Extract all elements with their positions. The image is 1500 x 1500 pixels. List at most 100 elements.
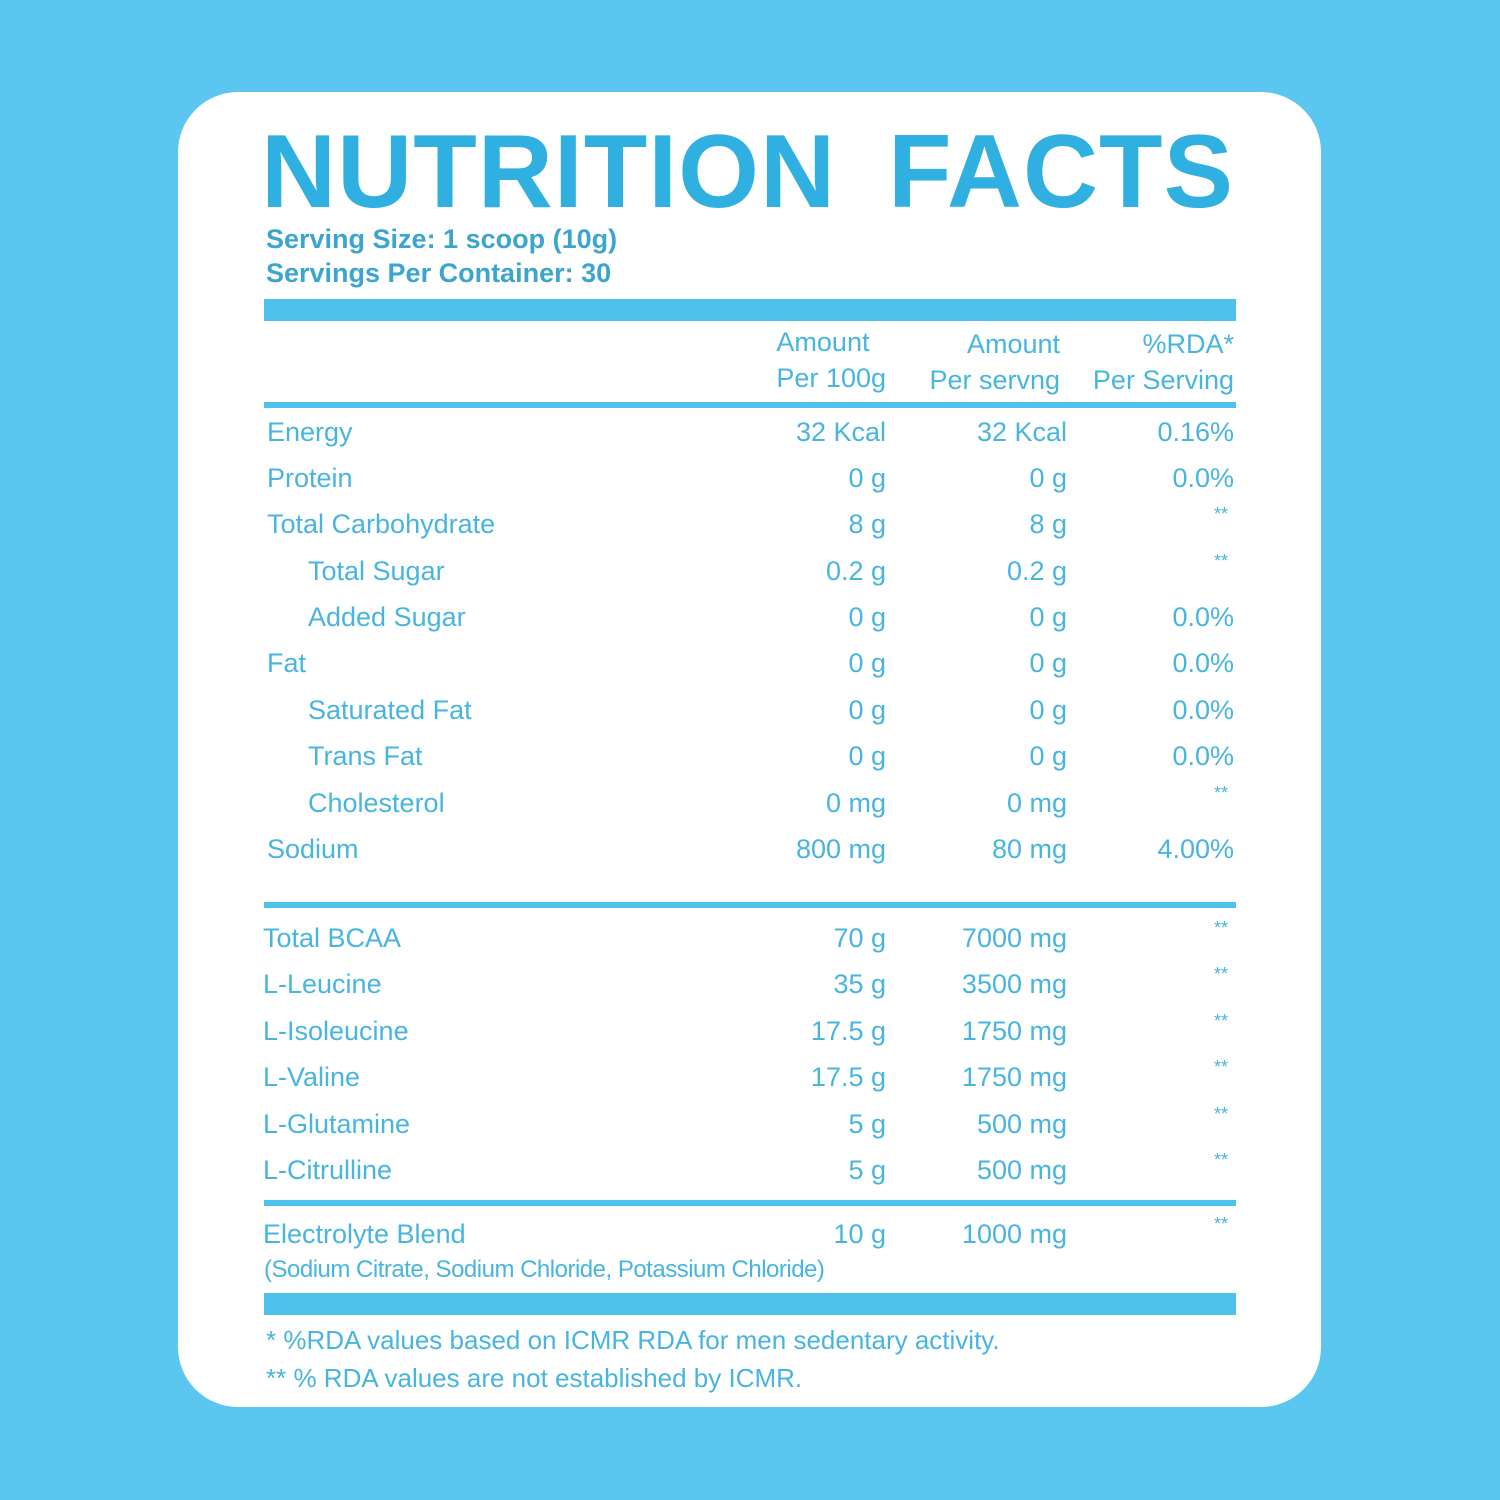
nutrient-row-fat: Fat 0 g 0 g 0.0% <box>264 641 1236 685</box>
amount-per-100g: 0 g <box>848 741 886 771</box>
header-rda-line1: %RDA* <box>1142 329 1234 359</box>
amount-per-100g: 70 g <box>833 923 886 953</box>
rda-value: ** <box>1213 1150 1228 1170</box>
amount-per-100g: 0 mg <box>825 788 886 818</box>
amino-label: L-Glutamine <box>263 1109 411 1139</box>
rda-value: ** <box>1213 1104 1228 1124</box>
amino-row-total-bcaa: Total BCAA 70 g 7000 mg ** <box>263 916 1236 960</box>
amino-row-l-glutamine: L-Glutamine 5 g 500 mg ** <box>263 1102 1236 1146</box>
amount-per-100g: 17.5 g <box>810 1062 886 1092</box>
rda-value: ** <box>1213 1057 1228 1077</box>
divider-footer <box>264 1293 1236 1315</box>
rda-value: ** <box>1213 783 1228 803</box>
rda-value: 0.0% <box>1172 602 1234 632</box>
nutrient-row-protein: Protein 0 g 0 g 0.0% <box>264 456 1236 500</box>
header-per-serving-line2: Per servng <box>929 365 1060 395</box>
nutrition-facts-panel: NUTRITION FACTS Serving Size: 1 scoop (1… <box>178 92 1321 1407</box>
nutrient-row-sodium: Sodium 800 mg 80 mg 4.00% <box>264 827 1236 871</box>
nutrient-label: Cholesterol <box>308 788 445 818</box>
amount-per-serving: 0 g <box>1029 463 1067 493</box>
rda-value: 0.0% <box>1172 463 1234 493</box>
nutrient-label: Fat <box>267 648 307 678</box>
panel-title: NUTRITION FACTS <box>261 114 1234 230</box>
footnote-rda: * %RDA values based on ICMR RDA for men … <box>266 1325 1000 1355</box>
rda-value: 4.00% <box>1157 834 1234 864</box>
amount-per-100g: 0 g <box>848 602 886 632</box>
rda-value: ** <box>1213 1011 1228 1031</box>
amount-per-serving: 0 g <box>1029 648 1067 678</box>
serving-size: Serving Size: 1 scoop (10g) <box>266 224 618 254</box>
header-per-serving: Amount Per servng <box>929 326 1060 398</box>
header-rda-line2: Per Serving <box>1092 365 1234 395</box>
header-per-serving-line1: Amount <box>966 329 1060 359</box>
electrolyte-row: Electrolyte Blend 10 g 1000 mg ** <box>263 1212 1236 1256</box>
amino-label: L-Citrulline <box>263 1155 393 1185</box>
nutrient-label: Sodium <box>267 834 359 864</box>
electrolyte-label: Electrolyte Blend <box>263 1219 466 1249</box>
amino-row-l-citrulline: L-Citrulline 5 g 500 mg ** <box>263 1148 1236 1192</box>
divider-amino <box>264 902 1236 908</box>
nutrient-row-total-sugar: Total Sugar 0.2 g 0.2 g ** <box>264 549 1236 593</box>
header-rda: %RDA* Per Serving <box>1093 326 1234 398</box>
amino-label: Total BCAA <box>263 923 402 953</box>
amount-per-100g: 0 g <box>848 648 886 678</box>
rda-value: ** <box>1213 964 1228 984</box>
rda-value: 0.0% <box>1172 741 1234 771</box>
amino-row-l-isoleucine: L-Isoleucine 17.5 g 1750 mg ** <box>263 1009 1236 1053</box>
nutrient-row-total-carbohydrate: Total Carbohydrate 8 g 8 g ** <box>264 502 1236 546</box>
nutrient-label: Protein <box>267 463 353 493</box>
amount-per-serving: 0 g <box>1029 695 1067 725</box>
amount-per-serving: 0 g <box>1029 741 1067 771</box>
amount-per-serving: 0.2 g <box>1006 556 1067 586</box>
amount-per-serving: 80 mg <box>991 834 1067 864</box>
nutrient-label: Trans Fat <box>308 741 423 771</box>
footnote-not-established: ** % RDA values are not established by I… <box>266 1363 803 1393</box>
rda-value: 0.0% <box>1172 695 1234 725</box>
amount-per-100g: 17.5 g <box>810 1016 886 1046</box>
amount-per-serving: 0 g <box>1029 602 1067 632</box>
nutrient-label: Energy <box>267 417 353 447</box>
amino-row-l-leucine: L-Leucine 35 g 3500 mg ** <box>263 962 1236 1006</box>
amount-per-100g: 5 g <box>848 1109 886 1139</box>
amino-row-l-valine: L-Valine 17.5 g 1750 mg ** <box>263 1055 1236 1099</box>
amount-per-serving: 32 Kcal <box>976 417 1067 447</box>
rda-value: ** <box>1213 1214 1228 1234</box>
amino-label: L-Isoleucine <box>263 1016 409 1046</box>
amount-per-serving: 1000 mg <box>961 1219 1067 1249</box>
rda-value: ** <box>1213 551 1228 571</box>
amount-per-serving: 8 g <box>1029 509 1067 539</box>
header-per-100g-line1: Amount <box>776 327 870 357</box>
amount-per-serving: 1750 mg <box>961 1062 1067 1092</box>
amount-per-serving: 1750 mg <box>961 1016 1067 1046</box>
amount-per-100g: 5 g <box>848 1155 886 1185</box>
amount-per-100g: 35 g <box>833 969 886 999</box>
rda-value: 0.0% <box>1172 648 1234 678</box>
nutrient-label: Added Sugar <box>308 602 466 632</box>
divider-electrolyte <box>264 1200 1236 1206</box>
amount-per-100g: 10 g <box>833 1219 886 1249</box>
header-per-100g: Amount Per 100g <box>776 324 886 396</box>
divider-header <box>264 402 1236 408</box>
amount-per-100g: 0.2 g <box>825 556 886 586</box>
divider-thick <box>264 299 1236 321</box>
nutrient-row-saturated-fat: Saturated Fat 0 g 0 g 0.0% <box>264 688 1236 732</box>
amount-per-serving: 3500 mg <box>961 969 1067 999</box>
amount-per-100g: 800 mg <box>795 834 886 864</box>
amount-per-100g: 0 g <box>848 695 886 725</box>
amount-per-100g: 8 g <box>848 509 886 539</box>
nutrient-label: Saturated Fat <box>308 695 472 725</box>
nutrient-label: Total Sugar <box>308 556 445 586</box>
amount-per-100g: 32 Kcal <box>795 417 886 447</box>
nutrient-row-cholesterol: Cholesterol 0 mg 0 mg ** <box>264 781 1236 825</box>
amount-per-serving: 500 mg <box>976 1155 1067 1185</box>
nutrient-row-energy: Energy 32 Kcal 32 Kcal 0.16% <box>264 410 1236 454</box>
nutrient-row-added-sugar: Added Sugar 0 g 0 g 0.0% <box>264 595 1236 639</box>
rda-value: ** <box>1213 504 1228 524</box>
servings-per-container: Servings Per Container: 30 <box>266 258 612 288</box>
amount-per-100g: 0 g <box>848 463 886 493</box>
amount-per-serving: 0 mg <box>1006 788 1067 818</box>
rda-value: ** <box>1213 918 1228 938</box>
amount-per-serving: 500 mg <box>976 1109 1067 1139</box>
rda-value: 0.16% <box>1157 417 1234 447</box>
nutrient-row-trans-fat: Trans Fat 0 g 0 g 0.0% <box>264 734 1236 778</box>
